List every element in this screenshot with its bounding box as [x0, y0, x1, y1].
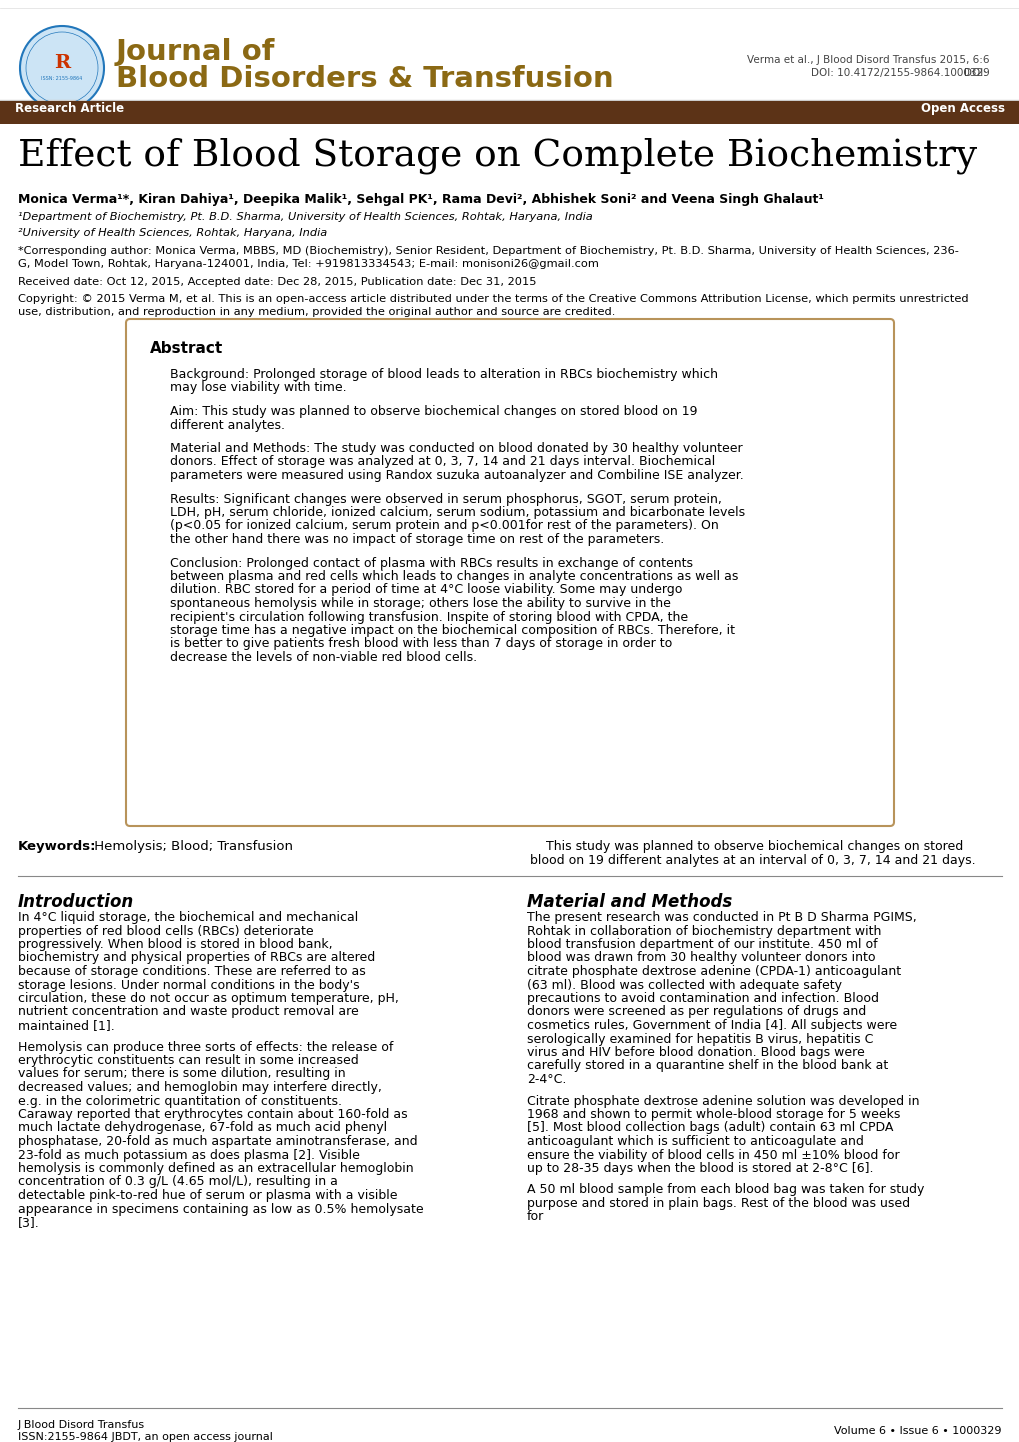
- Text: biochemistry and physical properties of RBCs are altered: biochemistry and physical properties of …: [18, 952, 375, 965]
- Text: A 50 ml blood sample from each blood bag was taken for study: A 50 ml blood sample from each blood bag…: [527, 1184, 923, 1197]
- Text: 2-4°C.: 2-4°C.: [527, 1073, 566, 1086]
- Text: much lactate dehydrogenase, 67-fold as much acid phenyl: much lactate dehydrogenase, 67-fold as m…: [18, 1122, 387, 1135]
- Text: blood was drawn from 30 healthy volunteer donors into: blood was drawn from 30 healthy voluntee…: [527, 952, 874, 965]
- Text: because of storage conditions. These are referred to as: because of storage conditions. These are…: [18, 965, 366, 978]
- Text: storage time has a negative impact on the biochemical composition of RBCs. There: storage time has a negative impact on th…: [170, 624, 735, 637]
- Text: *Corresponding author: Monica Verma, MBBS, MD (Biochemistry), Senior Resident, D: *Corresponding author: Monica Verma, MBB…: [18, 247, 958, 257]
- Text: In 4°C liquid storage, the biochemical and mechanical: In 4°C liquid storage, the biochemical a…: [18, 911, 358, 924]
- Text: may lose viability with time.: may lose viability with time.: [170, 382, 346, 395]
- Text: detectable pink-to-red hue of serum or plasma with a visible: detectable pink-to-red hue of serum or p…: [18, 1190, 397, 1203]
- Text: Hemolysis; Blood; Transfusion: Hemolysis; Blood; Transfusion: [90, 841, 292, 854]
- Text: appearance in specimens containing as low as 0.5% hemolysate: appearance in specimens containing as lo…: [18, 1203, 423, 1216]
- Text: progressively. When blood is stored in blood bank,: progressively. When blood is stored in b…: [18, 937, 332, 952]
- Text: decrease the levels of non-viable red blood cells.: decrease the levels of non-viable red bl…: [170, 650, 477, 663]
- Text: Blood Disorders & Transfusion: Blood Disorders & Transfusion: [116, 65, 613, 92]
- Text: phosphatase, 20-fold as much aspartate aminotransferase, and: phosphatase, 20-fold as much aspartate a…: [18, 1135, 417, 1148]
- Text: Monica Verma¹*, Kiran Dahiya¹, Deepika Malik¹, Sehgal PK¹, Rama Devi², Abhishek : Monica Verma¹*, Kiran Dahiya¹, Deepika M…: [18, 193, 823, 206]
- Text: Background: Prolonged storage of blood leads to alteration in RBCs biochemistry : Background: Prolonged storage of blood l…: [170, 368, 717, 381]
- Text: Keywords:: Keywords:: [18, 841, 97, 854]
- Text: maintained [1].: maintained [1].: [18, 1019, 115, 1032]
- Bar: [0, 101, 1019, 124]
- Text: storage lesions. Under normal conditions in the body's: storage lesions. Under normal conditions…: [18, 979, 360, 992]
- Text: dilution. RBC stored for a period of time at 4°C loose viability. Some may under: dilution. RBC stored for a period of tim…: [170, 584, 682, 597]
- Text: blood transfusion department of our institute. 450 ml of: blood transfusion department of our inst…: [527, 937, 876, 952]
- Text: Research Article: Research Article: [15, 102, 124, 115]
- Text: Citrate phosphate dextrose adenine solution was developed in: Citrate phosphate dextrose adenine solut…: [527, 1094, 918, 1107]
- Text: G, Model Town, Rohtak, Haryana-124001, India, Tel: +919813334543; E-mail: moniso: G, Model Town, Rohtak, Haryana-124001, I…: [18, 260, 598, 270]
- Text: (63 ml). Blood was collected with adequate safety: (63 ml). Blood was collected with adequa…: [527, 979, 841, 992]
- Text: ²University of Health Sciences, Rohtak, Haryana, India: ²University of Health Sciences, Rohtak, …: [18, 228, 327, 238]
- Text: Received date: Oct 12, 2015, Accepted date: Dec 28, 2015, Publication date: Dec : Received date: Oct 12, 2015, Accepted da…: [18, 277, 536, 287]
- Text: DOI: 10.4172/2155-9864.1000329: DOI: 10.4172/2155-9864.1000329: [810, 68, 989, 78]
- Text: Hemolysis can produce three sorts of effects: the release of: Hemolysis can produce three sorts of eff…: [18, 1041, 393, 1054]
- Text: Open Access: Open Access: [920, 102, 1004, 115]
- Text: J Blood Disord Transfus: J Blood Disord Transfus: [18, 1420, 145, 1430]
- Text: values for serum; there is some dilution, resulting in: values for serum; there is some dilution…: [18, 1067, 345, 1080]
- Text: virus and HIV before blood donation. Blood bags were: virus and HIV before blood donation. Blo…: [527, 1045, 864, 1058]
- Text: Rohtak in collaboration of biochemistry department with: Rohtak in collaboration of biochemistry …: [527, 924, 880, 937]
- Text: the other hand there was no impact of storage time on rest of the parameters.: the other hand there was no impact of st…: [170, 534, 663, 547]
- Text: donors were screened as per regulations of drugs and: donors were screened as per regulations …: [527, 1005, 865, 1018]
- Text: ensure the viability of blood cells in 450 ml ±10% blood for: ensure the viability of blood cells in 4…: [527, 1148, 899, 1161]
- Text: use, distribution, and reproduction in any medium, provided the original author : use, distribution, and reproduction in a…: [18, 307, 614, 317]
- Circle shape: [20, 26, 104, 110]
- Text: Caraway reported that erythrocytes contain about 160-fold as: Caraway reported that erythrocytes conta…: [18, 1107, 408, 1120]
- Text: Journal of: Journal of: [116, 37, 275, 66]
- Text: Conclusion: Prolonged contact of plasma with RBCs results in exchange of content: Conclusion: Prolonged contact of plasma …: [170, 557, 692, 570]
- Text: spontaneous hemolysis while in storage; others lose the ability to survive in th: spontaneous hemolysis while in storage; …: [170, 597, 671, 610]
- Text: Material and Methods: Material and Methods: [527, 893, 732, 911]
- Text: decreased values; and hemoglobin may interfere directly,: decreased values; and hemoglobin may int…: [18, 1082, 381, 1094]
- Text: Copyright: © 2015 Verma M, et al. This is an open-access article distributed und: Copyright: © 2015 Verma M, et al. This i…: [18, 294, 968, 304]
- Text: for: for: [527, 1210, 544, 1223]
- Text: donors. Effect of storage was analyzed at 0, 3, 7, 14 and 21 days interval. Bioc: donors. Effect of storage was analyzed a…: [170, 456, 714, 469]
- Text: (p<0.05 for ionized calcium, serum protein and p<0.001for rest of the parameters: (p<0.05 for ionized calcium, serum prote…: [170, 519, 718, 532]
- Text: e.g. in the colorimetric quantitation of constituents.: e.g. in the colorimetric quantitation of…: [18, 1094, 341, 1107]
- Text: ¹Department of Biochemistry, Pt. B.D. Sharma, University of Health Sciences, Roh: ¹Department of Biochemistry, Pt. B.D. Sh…: [18, 212, 592, 222]
- Text: parameters were measured using Randox suzuka autoanalyzer and Combiline ISE anal: parameters were measured using Randox su…: [170, 469, 743, 482]
- Text: circulation, these do not occur as optimum temperature, pH,: circulation, these do not occur as optim…: [18, 992, 398, 1005]
- Text: between plasma and red cells which leads to changes in analyte concentrations as: between plasma and red cells which leads…: [170, 570, 738, 583]
- Text: LDH, pH, serum chloride, ionized calcium, serum sodium, potassium and bicarbonat: LDH, pH, serum chloride, ionized calcium…: [170, 506, 745, 519]
- Text: ISSN:2155-9864 JBDT, an open access journal: ISSN:2155-9864 JBDT, an open access jour…: [18, 1432, 273, 1442]
- Text: anticoagulant which is sufficient to anticoagulate and: anticoagulant which is sufficient to ant…: [527, 1135, 863, 1148]
- Text: different analytes.: different analytes.: [170, 418, 284, 431]
- Text: ISSN: 2155-9864: ISSN: 2155-9864: [42, 75, 83, 81]
- Text: concentration of 0.3 g/L (4.65 mol/L), resulting in a: concentration of 0.3 g/L (4.65 mol/L), r…: [18, 1175, 337, 1188]
- Text: precautions to avoid contamination and infection. Blood: precautions to avoid contamination and i…: [527, 992, 878, 1005]
- Text: [5]. Most blood collection bags (adult) contain 63 ml CPDA: [5]. Most blood collection bags (adult) …: [527, 1122, 893, 1135]
- Text: Aim: This study was planned to observe biochemical changes on stored blood on 19: Aim: This study was planned to observe b…: [170, 405, 697, 418]
- Text: properties of red blood cells (RBCs) deteriorate: properties of red blood cells (RBCs) det…: [18, 924, 313, 937]
- Text: 1968 and shown to permit whole-blood storage for 5 weeks: 1968 and shown to permit whole-blood sto…: [527, 1107, 900, 1120]
- Text: DOI:: DOI:: [963, 68, 989, 78]
- Text: is better to give patients fresh blood with less than 7 days of storage in order: is better to give patients fresh blood w…: [170, 637, 672, 650]
- Text: Introduction: Introduction: [18, 893, 135, 911]
- Text: The present research was conducted in Pt B D Sharma PGIMS,: The present research was conducted in Pt…: [527, 911, 916, 924]
- Text: serologically examined for hepatitis B virus, hepatitis C: serologically examined for hepatitis B v…: [527, 1032, 872, 1045]
- Text: citrate phosphate dextrose adenine (CPDA-1) anticoagulant: citrate phosphate dextrose adenine (CPDA…: [527, 965, 900, 978]
- Text: nutrient concentration and waste product removal are: nutrient concentration and waste product…: [18, 1005, 359, 1018]
- Text: Verma et al., J Blood Disord Transfus 2015, 6:6: Verma et al., J Blood Disord Transfus 20…: [747, 55, 989, 65]
- Text: hemolysis is commonly defined as an extracellular hemoglobin: hemolysis is commonly defined as an extr…: [18, 1162, 414, 1175]
- Text: This study was planned to observe biochemical changes on stored: This study was planned to observe bioche…: [530, 841, 962, 854]
- FancyBboxPatch shape: [126, 319, 893, 826]
- Text: cosmetics rules, Government of India [4]. All subjects were: cosmetics rules, Government of India [4]…: [527, 1019, 897, 1032]
- Text: Results: Significant changes were observed in serum phosphorus, SGOT, serum prot: Results: Significant changes were observ…: [170, 493, 721, 506]
- Text: erythrocytic constituents can result in some increased: erythrocytic constituents can result in …: [18, 1054, 359, 1067]
- Text: 23-fold as much potassium as does plasma [2]. Visible: 23-fold as much potassium as does plasma…: [18, 1148, 360, 1161]
- Text: Volume 6 • Issue 6 • 1000329: Volume 6 • Issue 6 • 1000329: [834, 1426, 1001, 1436]
- Text: recipient's circulation following transfusion. Inspite of storing blood with CPD: recipient's circulation following transf…: [170, 610, 688, 623]
- Text: Effect of Blood Storage on Complete Biochemistry: Effect of Blood Storage on Complete Bioc…: [18, 138, 976, 174]
- Text: blood on 19 different analytes at an interval of 0, 3, 7, 14 and 21 days.: blood on 19 different analytes at an int…: [530, 854, 974, 867]
- Text: up to 28-35 days when the blood is stored at 2-8°C [6].: up to 28-35 days when the blood is store…: [527, 1162, 872, 1175]
- Text: R: R: [54, 53, 70, 72]
- Text: Material and Methods: The study was conducted on blood donated by 30 healthy vol: Material and Methods: The study was cond…: [170, 443, 742, 456]
- Text: Abstract: Abstract: [150, 340, 223, 356]
- Text: carefully stored in a quarantine shelf in the blood bank at: carefully stored in a quarantine shelf i…: [527, 1060, 888, 1073]
- Text: purpose and stored in plain bags. Rest of the blood was used: purpose and stored in plain bags. Rest o…: [527, 1197, 909, 1210]
- Text: [3].: [3].: [18, 1216, 40, 1229]
